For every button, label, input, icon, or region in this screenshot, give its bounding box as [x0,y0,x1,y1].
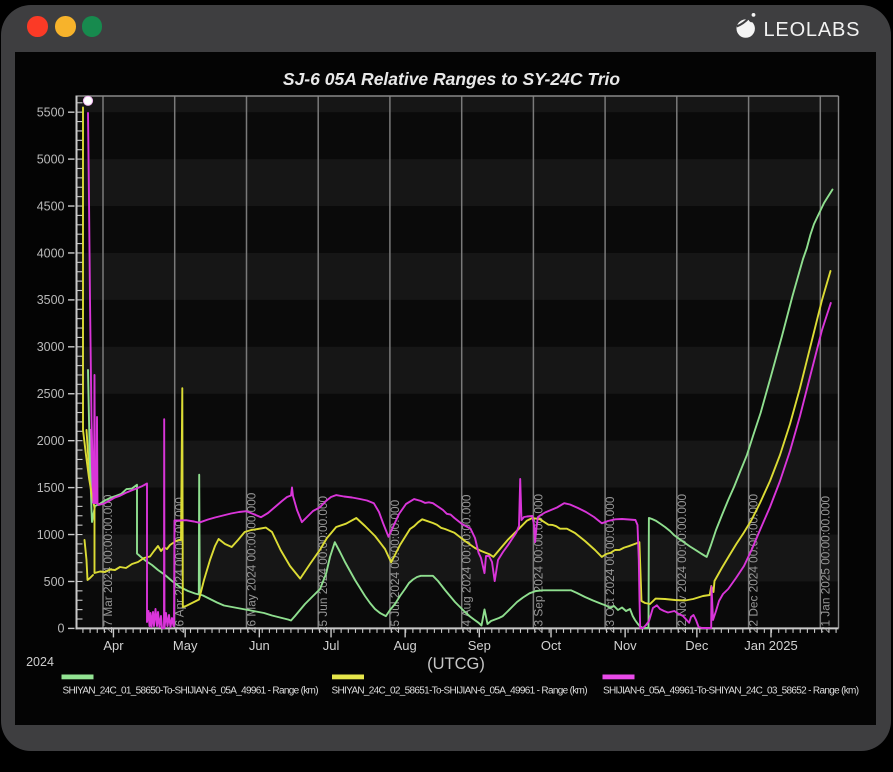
svg-text:SHIYAN_24C_01_58650-To-SHIJIAN: SHIYAN_24C_01_58650-To-SHIJIAN-6_05A_499… [63,686,319,697]
svg-text:Jul: Jul [323,638,340,653]
svg-text:24 Aug 2024 00:00:00.000: 24 Aug 2024 00:00:00.000 [460,494,474,633]
svg-text:3500: 3500 [37,293,65,307]
svg-text:2500: 2500 [37,387,65,401]
svg-text:1500: 1500 [37,481,65,495]
svg-text:2024: 2024 [26,655,54,669]
svg-text:May: May [173,638,198,653]
svg-text:3000: 3000 [37,340,65,354]
svg-text:2000: 2000 [37,434,65,448]
svg-text:25 Jul 2024 00:00:00.000: 25 Jul 2024 00:00:00.000 [388,499,402,633]
svg-text:Oct: Oct [541,638,562,653]
svg-text:SHIYAN_24C_02_58651-To-SHIJIAN: SHIYAN_24C_02_58651-To-SHIJIAN-6_05A_499… [332,686,588,697]
svg-text:500: 500 [44,575,65,589]
svg-text:Aug: Aug [394,638,417,653]
svg-text:Dec: Dec [685,638,709,653]
svg-text:Apr: Apr [103,638,124,653]
svg-text:Jun: Jun [249,638,270,653]
svg-text:22 Nov 2024 00:00:00.000: 22 Nov 2024 00:00:00.000 [675,494,689,633]
svg-text:22 Dec 2024 00:00:00.000: 22 Dec 2024 00:00:00.000 [747,494,761,633]
svg-text:4000: 4000 [37,246,65,260]
svg-text:5000: 5000 [37,152,65,166]
svg-text:Sep: Sep [468,638,491,653]
svg-text:23 Oct 2024 00:00:00.000: 23 Oct 2024 00:00:00.000 [603,496,617,633]
svg-text:27 Mar 2024 00:00:00.000: 27 Mar 2024 00:00:00.000 [101,494,115,633]
svg-text:(UTCG): (UTCG) [427,655,485,673]
svg-text:1000: 1000 [37,528,65,542]
svg-text:SJ-6 05A Relative Ranges to SY: SJ-6 05A Relative Ranges to SY-24C Trio [283,69,620,89]
svg-text:SHIJIAN-6_05A_49961-To-SHIYAN_: SHIJIAN-6_05A_49961-To-SHIYAN_24C_03_586… [603,686,859,697]
svg-text:21 Jan 2025 00:00:00.000: 21 Jan 2025 00:00:00.000 [818,495,832,633]
svg-text:25 Jun 2024 00:00:00.000: 25 Jun 2024 00:00:00.000 [316,495,330,633]
svg-text:4500: 4500 [37,199,65,213]
svg-text:LEOLABS: LEOLABS [764,19,861,41]
svg-text:26 May 2024 00:00:00.000: 26 May 2024 00:00:00.000 [245,492,259,633]
svg-text:0: 0 [58,622,65,636]
svg-text:Nov: Nov [614,638,638,653]
svg-text:5500: 5500 [37,105,65,119]
svg-text:Jan 2025: Jan 2025 [744,638,798,653]
